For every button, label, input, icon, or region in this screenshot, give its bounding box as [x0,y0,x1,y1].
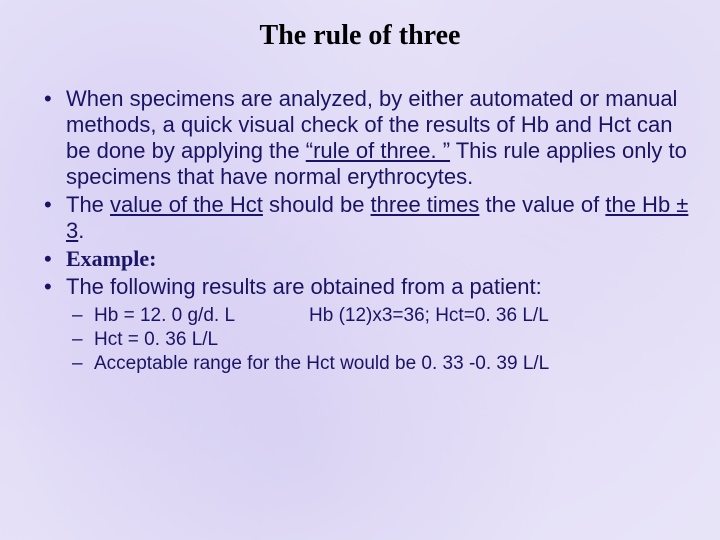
sub-hb: Hb = 12. 0 g/d. L Hb (12)x3=36; Hct=0. 3… [94,304,690,327]
text: should be [263,192,371,217]
slide-title: The rule of three [30,20,690,52]
bullet-example-intro: The following results are obtained from … [66,274,690,375]
bullet-example-label: Example: [66,246,690,272]
sub-range: Acceptable range for the Hct would be 0.… [94,352,690,375]
main-bullet-list: When specimens are analyzed, by either a… [30,86,690,375]
bullet-rule: The value of the Hct should be three tim… [66,192,690,244]
underline-rule-of-three: “rule of three. ” [306,138,450,163]
underline-three-times: three times [371,192,480,217]
text: The [66,192,110,217]
sub-hct: Hct = 0. 36 L/L [94,328,690,351]
text: The following results are obtained from … [66,274,542,299]
sub-hb-calc: Hb (12)x3=36; Hct=0. 36 L/L [309,304,549,327]
underline-value-hct: value of the Hct [110,192,263,217]
text: . [78,218,84,243]
sub-bullet-list: Hb = 12. 0 g/d. L Hb (12)x3=36; Hct=0. 3… [66,304,690,376]
bullet-intro: When specimens are analyzed, by either a… [66,86,690,190]
sub-hb-value: Hb = 12. 0 g/d. L [94,304,309,327]
text: the value of [479,192,605,217]
